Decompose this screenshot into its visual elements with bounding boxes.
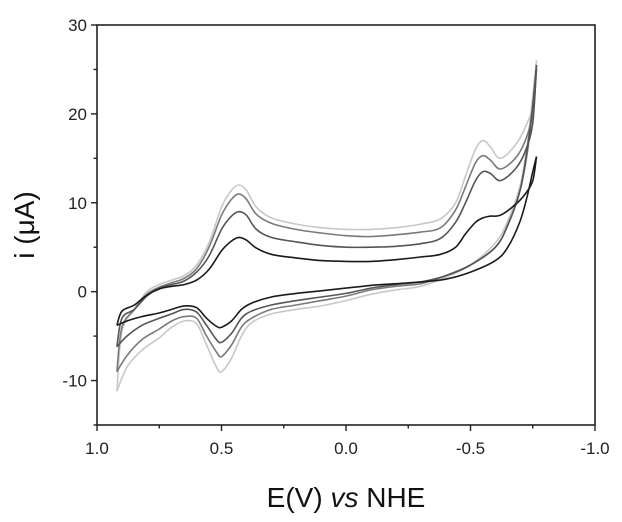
cv-curve-2-forward <box>116 69 538 373</box>
cv-curves <box>116 60 538 392</box>
x-tick-label: 0.0 <box>334 439 358 458</box>
y-axis-ticks: -10 0 10 20 30 <box>62 16 97 426</box>
cv-curve-1-reverse <box>116 60 538 392</box>
cv-curve-2-reverse <box>116 69 538 372</box>
cv-curve-4-forward <box>116 156 538 329</box>
x-axis-ticks: 1.0 0.5 0.0 -0.5 -1.0 <box>85 425 610 458</box>
y-axis-title: i (μA) <box>9 191 40 258</box>
y-tick-label: 10 <box>68 194 87 213</box>
cv-curve-3-reverse <box>116 64 538 347</box>
cv-curve-1-forward <box>116 60 538 392</box>
x-tick-label: -0.5 <box>456 439 485 458</box>
plot-frame <box>96 24 596 426</box>
y-tick-label: 0 <box>78 283 87 302</box>
x-tick-label: 1.0 <box>85 439 109 458</box>
x-tick-label: -1.0 <box>580 439 609 458</box>
y-tick-label: 20 <box>68 105 87 124</box>
cv-curve-3-forward <box>116 64 538 348</box>
cv-curve-4-reverse <box>116 156 538 326</box>
x-axis-title: E(V) vs NHE <box>267 482 426 513</box>
y-tick-label: -10 <box>62 372 87 391</box>
y-tick-label: 30 <box>68 16 87 35</box>
x-tick-label: 0.5 <box>210 439 234 458</box>
